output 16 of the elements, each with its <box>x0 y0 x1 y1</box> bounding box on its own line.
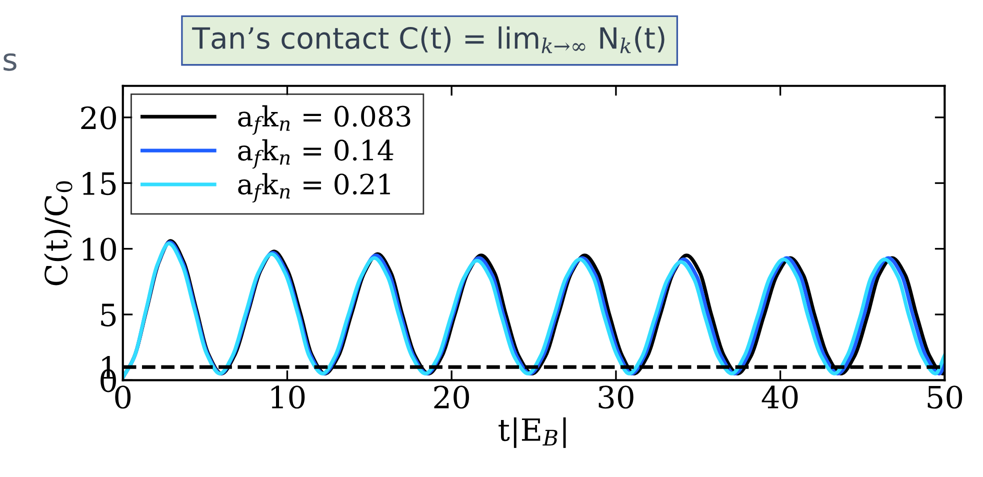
y-axis-title: C(t)/C$_{0}$ <box>44 181 72 286</box>
legend-label: a$_{f}$k$_{n}$ = 0.21 <box>238 173 390 203</box>
x-tick-label: 30 <box>598 386 634 409</box>
chart-title: Tan’s contact C(t) = lim$_{k→∞}$ N$_{k}$(t) <box>192 26 664 54</box>
y-tick-label: 10 <box>82 238 116 261</box>
legend-label: a$_{f}$k$_{n}$ = 0.14 <box>238 139 394 169</box>
y-tick-label: 15 <box>82 172 116 196</box>
legend-label: a$_{f}$k$_{n}$ = 0.083 <box>238 105 410 135</box>
text: s <box>4 53 16 71</box>
y-tick-label: 20 <box>81 106 116 130</box>
x-tick-label: 40 <box>762 386 798 409</box>
x-tick-label: 50 <box>928 386 962 409</box>
x-tick-label: 10 <box>272 386 305 409</box>
x-axis-title: t|E$_{B}$| <box>498 417 566 448</box>
y-tick-label: 5 <box>101 304 116 327</box>
x-tick-label: 20 <box>434 386 469 409</box>
